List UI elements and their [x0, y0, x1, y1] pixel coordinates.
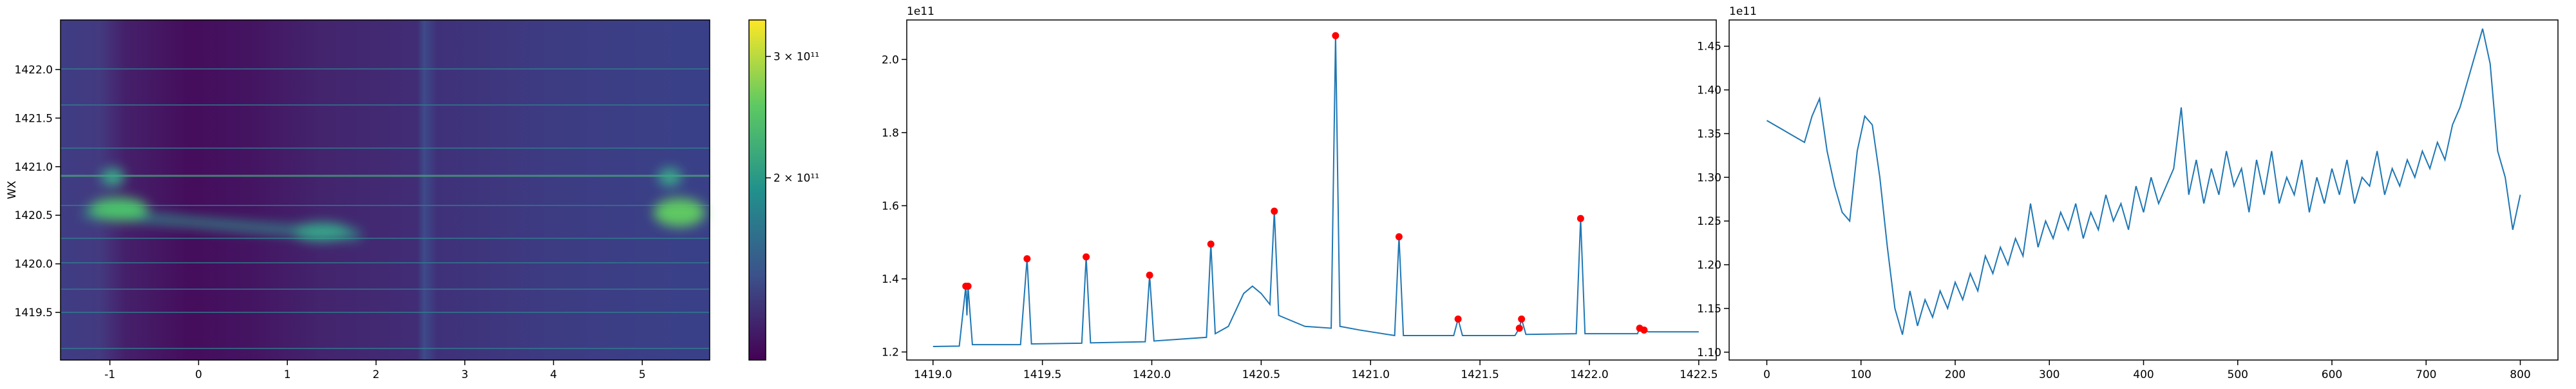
x-tick-label: 300	[2039, 368, 2060, 381]
x-tick-label: 0	[1763, 368, 1770, 381]
peak-marker	[1332, 32, 1340, 39]
y-tick-label: 2.0	[882, 53, 899, 66]
heatmap-background	[61, 20, 710, 360]
x-tick-label: 5	[639, 368, 646, 381]
y-tick-label: 1.15	[1697, 303, 1721, 316]
x-tick-label: 1	[284, 368, 291, 381]
y-tick-label: 1.2	[882, 346, 899, 359]
y-tick-label: 1420.0	[15, 258, 53, 271]
x-tick-label: 200	[1945, 368, 1965, 381]
colorbar-tick-label: 2 × 10¹¹	[773, 172, 819, 185]
y-tick-label: 1421.5	[15, 112, 53, 125]
axes-frame	[906, 19, 1717, 361]
y-tick-label: 1.40	[1697, 84, 1721, 97]
data-line	[933, 35, 1699, 347]
colorbar-tick-label: 3 × 10¹¹	[773, 51, 819, 64]
y-tick-label: 1.10	[1697, 346, 1721, 359]
x-tick-label: 1420.5	[1242, 368, 1280, 381]
x-tick-label: 100	[1851, 368, 1871, 381]
y-tick-label: 1419.5	[15, 307, 53, 319]
x-tick-label: 500	[2228, 368, 2248, 381]
data-line	[1766, 28, 2521, 335]
x-tick-label: 3	[461, 368, 468, 381]
axes-frame	[60, 19, 710, 361]
peak-marker	[1640, 326, 1648, 334]
x-tick-label: 800	[2510, 368, 2530, 381]
x-tick-label: 1422.0	[1570, 368, 1608, 381]
y-tick-label: 1.4	[882, 273, 899, 286]
peak-marker	[1023, 255, 1031, 263]
peak-marker	[1515, 325, 1523, 332]
x-tick-label: 1419.5	[1023, 368, 1061, 381]
peak-marker	[1207, 240, 1215, 248]
y-tick-label: 1.6	[882, 200, 899, 213]
y-tick-label: 1422.0	[15, 64, 53, 77]
x-tick-label: 1420.0	[1133, 368, 1171, 381]
heatmap-image	[61, 20, 710, 360]
peak-marker	[1395, 233, 1403, 241]
y-tick-label: 1.35	[1697, 128, 1721, 140]
y-tick-label: 1421.0	[15, 161, 53, 174]
offset-label: 1e11	[1729, 5, 1757, 18]
heatmap-rows	[61, 68, 710, 349]
axes-frame	[1728, 19, 2559, 361]
x-tick-label: 2	[373, 368, 380, 381]
peak-marker	[1083, 253, 1090, 261]
y-axis-label: WX	[6, 180, 19, 199]
offset-label: 1e11	[907, 5, 934, 18]
y-tick-label: 1.30	[1697, 171, 1721, 184]
peak-marker	[1577, 214, 1584, 222]
y-tick-label: 1.20	[1697, 259, 1721, 272]
y-tick-label: 1.45	[1697, 41, 1721, 53]
peak-marker	[1271, 207, 1278, 215]
x-tick-label: 700	[2416, 368, 2436, 381]
x-tick-label: 1419.0	[914, 368, 952, 381]
x-tick-label: 1421.0	[1351, 368, 1389, 381]
x-tick-label: 600	[2322, 368, 2342, 381]
y-tick-label: 1.25	[1697, 215, 1721, 228]
peak-marker	[1454, 315, 1462, 323]
peak-marker	[1518, 315, 1526, 323]
y-tick-label: 1420.5	[15, 209, 53, 222]
y-tick-label: 1.8	[882, 127, 899, 140]
x-tick-label: -1	[104, 368, 115, 381]
x-tick-label: 400	[2133, 368, 2154, 381]
heatmap-features	[83, 168, 705, 241]
x-tick-label: 0	[195, 368, 202, 381]
x-tick-label: 1422.5	[1680, 368, 1718, 381]
peak-marker	[964, 282, 972, 290]
peak-marker	[1146, 271, 1153, 279]
x-tick-label: 1421.5	[1461, 368, 1499, 381]
x-tick-label: 4	[550, 368, 557, 381]
colorbar	[748, 19, 766, 361]
